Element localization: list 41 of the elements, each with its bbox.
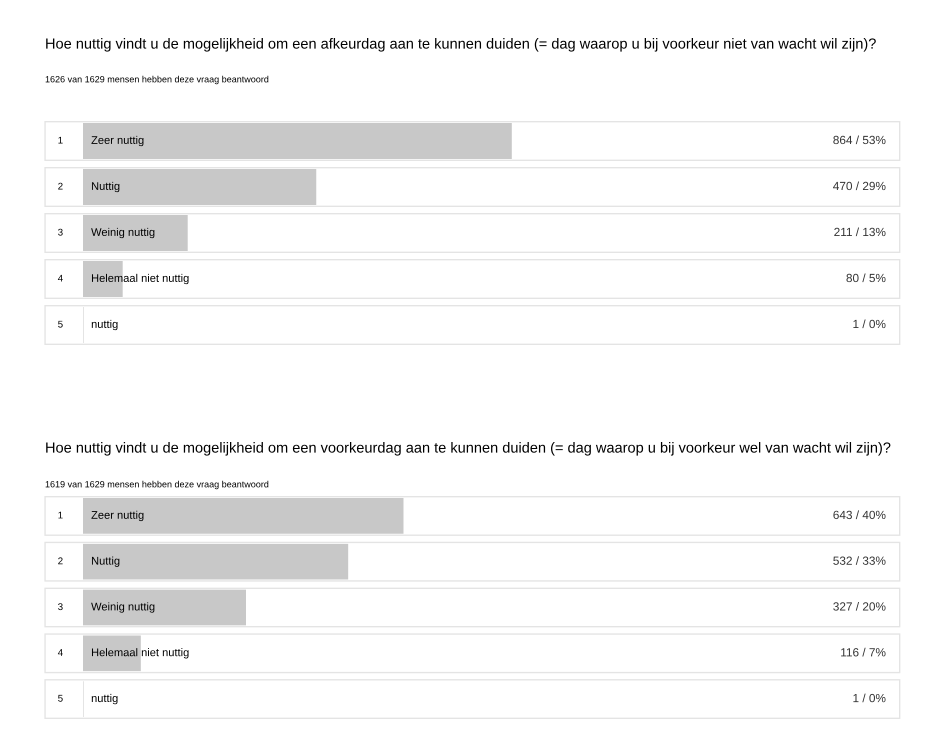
y-tick-label: Weinig nuttig	[91, 228, 154, 238]
bar	[83, 215, 188, 251]
bar	[83, 590, 246, 626]
y-tick-label: nuttig	[92, 694, 118, 704]
data-label: 211 / 13%	[834, 228, 886, 236]
text: 2	[58, 557, 63, 564]
bar	[83, 544, 348, 580]
data-label: 116 / 7%	[841, 648, 886, 656]
text: 2	[58, 182, 63, 190]
data-label: 470 / 29%	[833, 181, 886, 190]
text: 3	[58, 603, 63, 610]
text: 5	[58, 694, 63, 702]
y-tick-label: Helemaal niet nuttig	[92, 648, 189, 658]
chart-subtitle: 1626 van 1629 mensen hebben deze vraag beantwoord	[46, 76, 268, 84]
text: 4	[58, 649, 63, 656]
text: 3	[58, 228, 63, 236]
data-label: 532 / 33%	[833, 556, 886, 565]
text: 5	[58, 320, 63, 328]
chart-title: Hoe nuttig vindt u de mogelijkheid om een afkeurdag aan te kunnen duiden (= dag waarop u bij voorkeur niet van wacht wil zijn)?	[46, 38, 876, 52]
data-label: 864 / 53%	[833, 136, 886, 144]
bar	[83, 123, 512, 159]
text: 1	[58, 136, 63, 144]
data-label: 327 / 20%	[833, 602, 886, 611]
bar	[83, 169, 316, 205]
bar	[83, 498, 404, 534]
text: 4	[58, 274, 63, 282]
y-tick-label: Nuttig	[92, 182, 120, 192]
data-label: 643 / 40%	[833, 510, 886, 520]
y-tick-label: nuttig	[92, 320, 118, 330]
chart-subtitle: 1619 van 1629 mensen hebben deze vraag beantwoord	[46, 480, 268, 490]
y-tick-label: Zeer nuttig	[91, 136, 144, 146]
y-tick-label: Helemaal niet nuttig	[92, 274, 189, 284]
text: 1	[58, 512, 63, 518]
data-label: 80 / 5%	[846, 273, 886, 282]
y-tick-label: Nuttig	[92, 556, 120, 567]
y-tick-label: Weinig nuttig	[91, 602, 154, 613]
y-tick-label: Zeer nuttig	[91, 510, 144, 522]
data-label: 1 / 0%	[853, 319, 886, 328]
data-label: 1 / 0%	[853, 694, 886, 702]
text: Hoe nuttig vindt u de mogelijkheid om een voorkeurdag aan te kunnen duiden (= dag waarop u bij voorkeur wel van wacht wil zijn)?	[46, 442, 890, 456]
bar	[83, 635, 141, 672]
